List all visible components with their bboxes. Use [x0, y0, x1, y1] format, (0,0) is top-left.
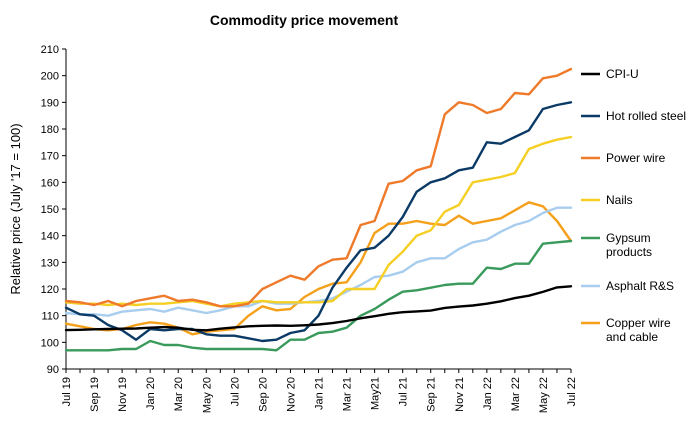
series-line-hot-rolled-steel — [64, 101, 573, 343]
x-tick-label: Sep 21 — [426, 377, 438, 412]
series-line-nails — [64, 135, 573, 308]
y-tick-label: 100 — [41, 337, 59, 349]
x-tick-label: Jan 22 — [482, 377, 494, 410]
x-tick-label: Mar 20 — [173, 377, 185, 411]
legend-label: Asphalt R&S — [606, 279, 674, 293]
series-line-power-wire — [64, 67, 573, 308]
y-tick-label: 210 — [41, 44, 59, 56]
x-tick-label: Nov 19 — [117, 377, 129, 412]
legend-label: CPI-U — [606, 67, 639, 81]
x-tick-label: Jul 19 — [61, 377, 73, 406]
y-tick-label: 170 — [41, 151, 59, 163]
x-tick-label: May 22 — [538, 377, 550, 413]
y-tick-label: 160 — [41, 177, 59, 189]
legend-label: Hot rolled steel — [606, 109, 686, 123]
x-tick-label: Sep 20 — [257, 377, 269, 412]
series-line-copper-wire-and-cable — [64, 201, 573, 336]
x-tick-label: Jul 21 — [398, 377, 410, 406]
x-tick-label: Jul 22 — [566, 377, 578, 406]
series-line-asphalt-r-s — [64, 206, 573, 317]
y-tick-label: 200 — [41, 71, 59, 83]
x-tick-label: Jul 20 — [229, 377, 241, 406]
y-tick-label: 140 — [41, 231, 59, 243]
x-tick-label: Mar 21 — [342, 377, 354, 411]
legend-label: Copper wire — [606, 316, 671, 330]
y-axis: 90 100 110 120 130 140 150 160 170 180 190 200 210 Re… — [8, 44, 67, 376]
legend-label: Nails — [606, 193, 633, 207]
legend-label: products — [606, 245, 652, 259]
y-axis-label: Relative price (July '17 = 100) — [8, 123, 23, 294]
x-tick-label: Nov 20 — [285, 377, 297, 412]
x-tick-label: Jan 20 — [145, 377, 157, 410]
x-tick-label: Sep 19 — [89, 377, 101, 412]
x-tick-label: Nov 21 — [454, 377, 466, 412]
x-axis: Jul 19 Sep 19 Nov 19 Jan 20 Mar 20 May 20 Jul … — [61, 368, 578, 413]
y-tick-label: 90 — [47, 364, 59, 376]
x-tick-label: May21 — [370, 377, 382, 410]
x-tick-label: Mar 22 — [510, 377, 522, 411]
series-lines — [64, 67, 573, 352]
x-tick-label: May 20 — [201, 377, 213, 413]
legend-label: Gypsum — [606, 231, 651, 245]
legend: CPI-U Hot rolled steel Power wire Nails Gyps… — [581, 67, 686, 344]
legend-label: and cable — [606, 330, 658, 344]
legend-label: Power wire — [606, 151, 666, 165]
series-line-gypsum-products — [64, 239, 573, 352]
y-tick-label: 110 — [41, 311, 59, 323]
y-tick-label: 120 — [41, 284, 59, 296]
y-tick-label: 190 — [41, 97, 59, 109]
y-tick-label: 130 — [41, 257, 59, 269]
chart-title: Commodity price movement — [210, 12, 399, 28]
y-tick-label: 150 — [41, 204, 59, 216]
series-line-cpi-u — [64, 285, 573, 332]
x-tick-label: Jan 21 — [314, 377, 326, 410]
y-tick-label: 180 — [41, 124, 59, 136]
